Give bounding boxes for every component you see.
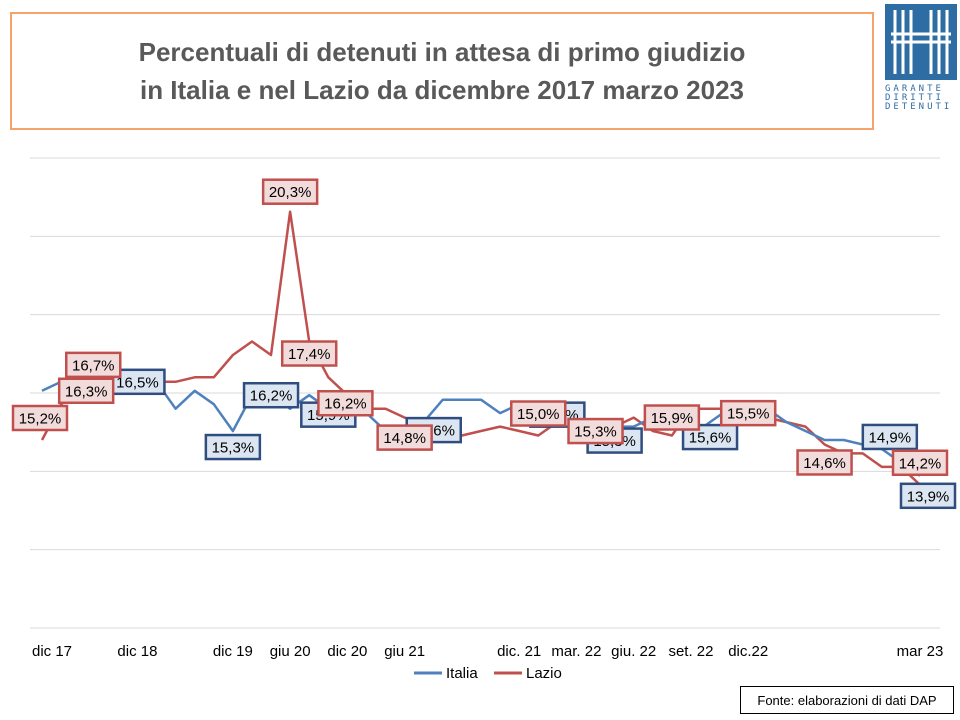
data-label-italia: 14,9% [861, 423, 919, 451]
data-label-text: 15,6% [689, 430, 732, 447]
data-label-box [510, 400, 567, 427]
data-label-box [891, 449, 949, 477]
data-label-box [899, 482, 957, 510]
data-label-italia: 16,2% [242, 381, 300, 409]
data-label-text: 15,2% [19, 411, 62, 428]
data-label-box [204, 433, 262, 461]
data-label-lazio: 15,3% [567, 417, 624, 445]
data-label-lazio: 16,2% [317, 389, 374, 417]
series-line-italia [41, 380, 921, 477]
data-label-box [567, 417, 624, 445]
data-label-lazio: 15,9% [643, 404, 701, 431]
x-tick-label: dic. 21 [497, 643, 541, 660]
data-label-lazio: 16,3% [57, 377, 115, 405]
data-label-box [65, 351, 122, 379]
title-box: Percentuali di detenuti in attesa di pri… [10, 12, 874, 130]
x-tick-label: dic.22 [728, 643, 768, 660]
x-tick-label: set. 22 [668, 643, 713, 660]
data-label-lazio: 15,2% [11, 404, 69, 432]
data-label-text: 16,7% [72, 357, 115, 374]
x-tick-label: giu 21 [384, 643, 425, 660]
data-label-text: 15,5% [727, 406, 770, 423]
source-note: Fonte: elaborazioni di dati DAP [740, 686, 954, 714]
data-label-italia: 13,9% [899, 482, 957, 510]
garante-logo: GARANTE DIRITTI DETENUTI [885, 4, 957, 112]
data-label-box [317, 389, 374, 417]
data-label-lazio: 20,3% [261, 178, 319, 205]
data-label-box [11, 404, 69, 432]
data-label-text: 15,0% [517, 406, 560, 423]
data-label-box [261, 178, 319, 205]
data-label-lazio: 15,5% [719, 399, 777, 427]
data-label-box [57, 377, 115, 405]
legend-label: Italia [446, 665, 478, 682]
data-label-text: 16,2% [250, 388, 293, 405]
data-label-box [643, 404, 701, 431]
garante-logo-mark [885, 4, 957, 80]
legend-label: Lazio [526, 665, 562, 682]
chart-title-line-2: in Italia e nel Lazio da dicembre 2017 m… [139, 75, 745, 105]
data-label-text: 14,9% [869, 429, 912, 446]
data-label-text: 16,2% [324, 396, 367, 413]
logo-text-1: GARANTE [885, 84, 944, 94]
data-label-box [280, 340, 338, 367]
chart-data-labels: 16,5%15,3%16,2%15,9%15,6%16,0%15,3%15,6%… [11, 178, 957, 510]
x-tick-label: giu 20 [270, 643, 311, 660]
data-label-text: 16,5% [116, 374, 159, 391]
x-tick-label: giu. 22 [611, 643, 656, 660]
line-chart: 16,5%15,3%16,2%15,9%15,6%16,0%15,3%15,6%… [11, 157, 957, 682]
x-tick-label: mar. 22 [551, 643, 601, 660]
series-line-lazio [40, 210, 921, 486]
logo-text-2: DIRITTI [885, 93, 944, 103]
data-label-text: 20,3% [269, 184, 312, 201]
data-label-italia: 15,3% [204, 433, 262, 461]
chart-title-line-1: Percentuali di detenuti in attesa di pri… [138, 37, 746, 67]
data-label-text: 15,9% [651, 410, 694, 427]
data-label-text: 16,3% [65, 383, 108, 400]
data-label-box [796, 449, 853, 476]
chart-grid [30, 157, 940, 629]
data-label-text: 14,6% [803, 455, 846, 472]
data-label-box [376, 424, 433, 451]
data-label-text: 14,8% [383, 430, 426, 447]
x-tick-label: mar 23 [897, 643, 944, 660]
chart-legend: Italia Lazio [414, 665, 562, 682]
data-label-text: 15,3% [574, 424, 617, 441]
x-tick-label: dic 18 [117, 643, 157, 660]
data-label-lazio: 14,2% [891, 449, 949, 477]
data-label-text: 13,9% [907, 488, 950, 505]
data-label-text: 14,2% [899, 455, 942, 472]
data-label-text: 15,3% [212, 440, 255, 457]
x-tick-label: dic 20 [327, 643, 367, 660]
logo-text-3: DETENUTI [885, 102, 953, 112]
x-axis-tick-labels: dic 17 dic 18 dic 19 giu 20 dic 20 giu 21 dic.… [32, 643, 943, 660]
legend-item-italia: Italia [414, 665, 478, 682]
data-label-lazio: 15,0% [510, 400, 567, 427]
data-label-lazio: 14,8% [376, 424, 433, 451]
data-label-text: 17,4% [288, 346, 331, 363]
data-label-lazio: 16,7% [65, 351, 122, 379]
data-label-lazio: 17,4% [280, 340, 338, 367]
legend-item-lazio: Lazio [494, 665, 562, 682]
x-tick-label: dic 17 [32, 643, 72, 660]
x-tick-label: dic 19 [213, 643, 253, 660]
data-label-lazio: 14,6% [796, 449, 853, 476]
data-label-box [242, 381, 300, 409]
chart-lines [40, 210, 921, 486]
data-label-box [719, 399, 777, 427]
data-label-box [861, 423, 919, 451]
